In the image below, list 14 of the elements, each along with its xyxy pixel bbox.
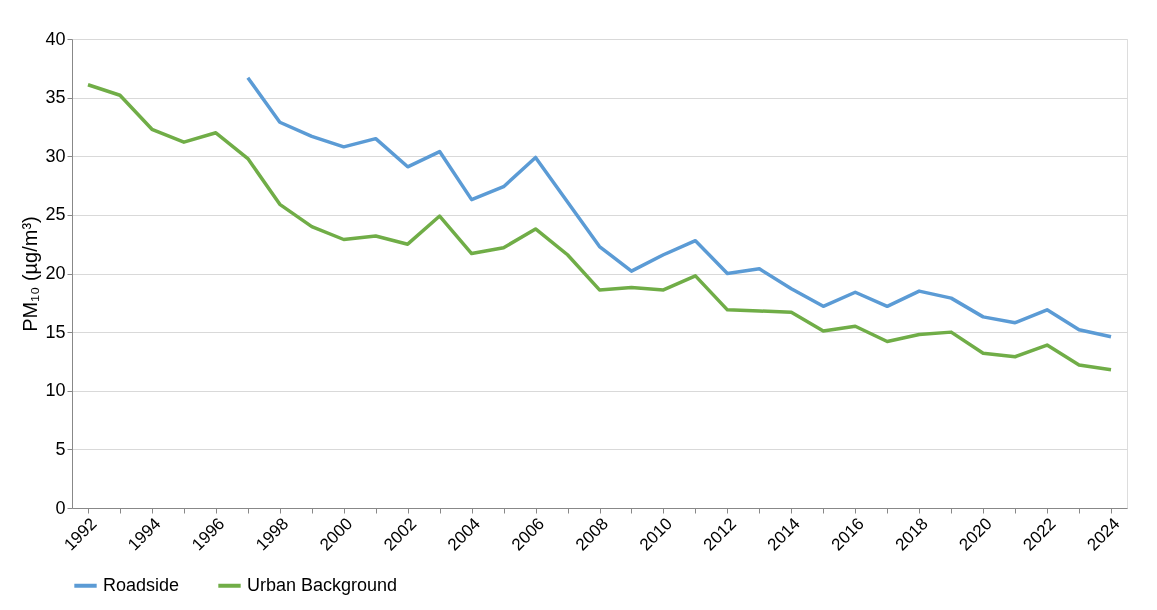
y-tick-label: 25: [45, 204, 66, 225]
line-series: [246, 75, 1113, 339]
y-axis-title: PM₁₀ (µg/m³): [19, 216, 42, 332]
y-tick-label: 15: [45, 321, 66, 342]
legend-label: Urban Background: [247, 574, 398, 595]
y-tick-label: 30: [45, 145, 66, 166]
y-tick-label: 0: [55, 497, 66, 518]
y-tick-label: 40: [45, 28, 66, 49]
line-series: [86, 82, 1113, 372]
y-tick-label: 10: [45, 380, 66, 401]
legend-label: Roadside: [103, 574, 180, 595]
y-tick-label: 35: [45, 87, 66, 108]
y-tick-label: 5: [55, 438, 66, 459]
y-tick-label: 20: [45, 263, 66, 283]
